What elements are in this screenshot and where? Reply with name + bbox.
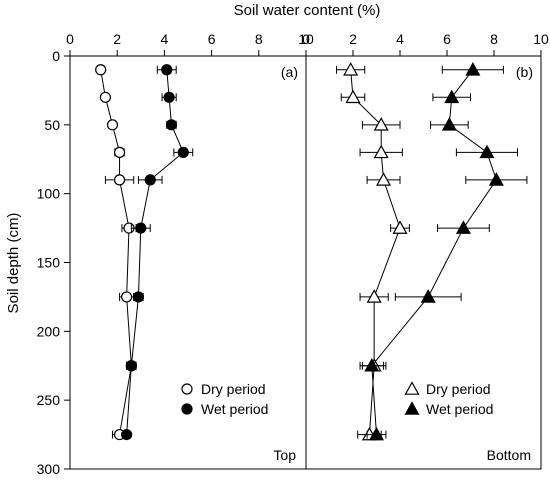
data-point — [121, 428, 133, 441]
x-tick-label: 4 — [161, 31, 169, 47]
data-point — [368, 426, 385, 441]
data-point — [479, 144, 495, 159]
x-tick-label: 10 — [533, 31, 549, 47]
data-point — [392, 220, 408, 234]
legend-marker — [404, 401, 420, 415]
panel-b: 0 2 4 6 8 10 (b) Bottom Dry period Wet period — [302, 31, 549, 470]
legend-label: Dry period — [426, 381, 491, 397]
series-dry — [95, 64, 137, 441]
data-point — [113, 146, 126, 158]
data-point — [121, 291, 133, 303]
x-tick-label: 6 — [443, 31, 451, 47]
legend: Dry period Wet period — [404, 381, 493, 417]
data-point — [125, 360, 137, 372]
legend-label: Dry period — [201, 381, 266, 397]
y-axis-title: Soil depth (cm) — [5, 213, 22, 314]
y-tick-label: 50 — [44, 117, 60, 133]
x-tick-label: 6 — [208, 31, 216, 47]
panel-label: (b) — [516, 64, 533, 80]
data-point — [364, 358, 380, 372]
data-point — [455, 220, 471, 234]
y-tick-label: 200 — [37, 323, 61, 339]
y-tick-label: 0 — [52, 48, 60, 64]
legend-label: Wet period — [426, 401, 493, 417]
data-point — [420, 289, 436, 303]
data-point — [343, 62, 359, 76]
panel-label: (a) — [281, 64, 298, 80]
data-point — [465, 62, 481, 76]
x-tick-label: 0 — [302, 31, 310, 47]
x-tick-label: 8 — [255, 31, 263, 47]
series-wet — [359, 62, 528, 441]
x-axis-title: Soil water content (%) — [234, 2, 381, 19]
x-tick-label: 2 — [113, 31, 121, 47]
data-point — [488, 172, 504, 186]
x-tick-label: 8 — [490, 31, 498, 47]
data-point — [373, 144, 389, 159]
data-point — [165, 119, 178, 131]
x-tick-label: 0 — [66, 31, 74, 47]
corner-label: Top — [273, 447, 296, 463]
panel-frame — [305, 55, 542, 470]
data-point — [366, 289, 382, 303]
corner-label: Bottom — [487, 447, 531, 463]
data-point — [95, 64, 107, 76]
x-tick-label: 4 — [396, 31, 404, 47]
x-tick-label: 2 — [349, 31, 357, 47]
legend: Dry period Wet period — [181, 381, 268, 417]
legend-marker — [181, 403, 193, 415]
data-point — [144, 174, 156, 186]
data-point — [99, 91, 112, 103]
legend-label: Wet period — [201, 401, 268, 417]
data-point — [345, 89, 361, 104]
data-point — [161, 64, 173, 76]
series-wet — [121, 64, 194, 441]
data-point — [177, 146, 189, 158]
data-point — [373, 117, 389, 131]
y-tick-label: 100 — [37, 186, 61, 202]
legend-marker — [181, 383, 193, 395]
y-tick-label: 300 — [37, 461, 61, 477]
data-point — [163, 91, 175, 103]
data-point — [106, 119, 119, 131]
data-point — [132, 291, 145, 303]
y-tick-label: 150 — [37, 255, 61, 271]
y-tick-label: 250 — [37, 392, 61, 408]
data-point — [113, 174, 126, 186]
panel-a: 0 2 4 6 8 10 (a) Top Dry period Wet period — [66, 31, 314, 470]
data-point — [441, 117, 457, 131]
x-tick-label: 10 — [298, 31, 314, 47]
data-point — [444, 89, 460, 104]
data-point — [135, 222, 147, 234]
data-point — [376, 172, 392, 186]
legend-marker — [404, 381, 420, 395]
